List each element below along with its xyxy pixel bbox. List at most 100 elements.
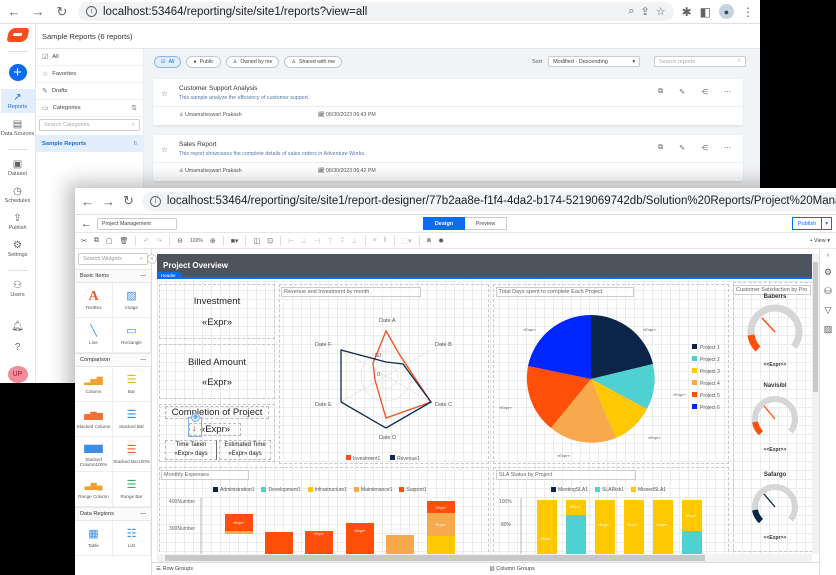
category-categories[interactable]: ▭ Categories ⇅ [36,100,143,117]
design-canvas[interactable]: Project Overview Header Investment «Expr… [157,254,812,554]
section-data-regions[interactable]: Data Regions — [75,507,151,521]
back-arrow-icon[interactable]: ← [81,217,92,230]
widget-table[interactable]: ▦ Table [75,521,113,556]
gauge-panel-title[interactable]: Customer Satisfaction by Pro [733,285,811,295]
reload-icon[interactable]: ↻ [123,193,134,208]
widget-stacked-column[interactable]: ▅▇▆ Stacked Column [75,402,113,437]
share-icon[interactable]: ⋲ [701,89,708,96]
column-groups-tab[interactable]: ▥ Column Groups [489,566,535,572]
section-comparison[interactable]: Comparison — [75,353,151,367]
address-bar[interactable]: i localhost:53464/reporting/site/site1/r… [78,2,674,21]
sort-icon[interactable]: ⇅ [131,105,137,112]
bring-front-icon[interactable]: ⧈ [426,236,432,244]
report-header-title[interactable]: Project Overview [163,261,228,270]
copy-icon[interactable]: ⧉ [93,236,99,244]
open-icon[interactable]: ⧉ [658,144,664,151]
sort-dropdown[interactable]: Modified - Descending ▾ [548,56,641,67]
undo-icon[interactable]: ↶ [143,237,150,245]
estimated-time-cell[interactable]: Estimated Time «Expr» days [219,440,271,460]
align-bottom-icon[interactable]: ⊥ [351,237,358,245]
image-manager-icon[interactable]: ▨ [823,324,833,334]
more-icon[interactable]: ⋯ [724,145,731,152]
user-avatar[interactable]: UP [7,366,28,383]
header-band[interactable]: Project Overview Header [157,254,812,279]
publish-button[interactable]: Publish [791,217,823,230]
section-basic-items[interactable]: Basic Items — [75,269,151,283]
share-icon[interactable]: ⋲ [701,145,708,152]
size-icon[interactable]: ⬚▾ [401,237,412,245]
billed-panel[interactable] [159,344,275,399]
widget-range-column[interactable]: ▃▆▄ Range Column [75,472,113,507]
widget-rectangle[interactable]: ▭ Rectangle [113,318,151,353]
rail-item-publish[interactable]: ⇪ Publish [8,213,27,232]
widget-image[interactable]: ▨ Image [113,283,151,318]
gauge-panel[interactable] [733,282,812,552]
info-icon[interactable]: i [86,6,97,17]
widget-textbox[interactable]: A TextBox [75,283,113,318]
share-icon[interactable]: ⇪ [640,6,650,18]
publish-dropdown-icon[interactable]: ▾ [822,217,832,230]
edit-icon[interactable]: ✎ [679,89,685,96]
report-title[interactable]: Customer Support Analysis [179,85,258,92]
report-card[interactable]: ☆ Sales Report This report showcases the… [153,135,743,181]
widget-line[interactable]: ╲ Line [75,318,113,353]
fill-color-icon[interactable]: ■▾ [230,237,239,245]
distribute-h-icon[interactable]: ≡ [372,237,377,244]
expenses-chart-title[interactable]: Monthly Expenses [161,470,249,480]
open-icon[interactable]: ⧉ [658,88,664,95]
tab-design[interactable]: Design [423,217,465,230]
radar-chart-title[interactable]: Revenue and Investment by month [281,287,421,297]
menu-kebab-icon[interactable]: ⋮ [742,4,754,19]
more-icon[interactable]: ⋯ [724,89,731,96]
favorite-star-icon[interactable]: ☆ [161,89,169,98]
reload-icon[interactable]: ↻ [56,3,68,19]
expenses-chart[interactable] [159,467,489,554]
align-middle-icon[interactable]: ⫩ [340,236,345,244]
widget-stacked-bar[interactable]: ☰ Stacked Bar [113,402,151,437]
rail-item-schedules[interactable]: ◷ Schedules [4,186,31,205]
gauge-3-title[interactable]: Safargo [763,472,787,478]
gauge-1-title[interactable]: Baberrs [763,294,787,300]
filter-icon[interactable]: ▽ [824,305,832,315]
data-icon[interactable]: ⛁ [824,286,832,296]
address-bar[interactable]: i localhost:53464/reporting/site/site1/r… [141,191,836,211]
create-button[interactable]: + [8,64,27,82]
forward-icon[interactable]: → [31,4,45,19]
send-back-icon[interactable]: ✹ [438,237,444,245]
gauge-2-title[interactable]: Navisibl [763,383,787,389]
info-icon[interactable]: i [149,195,161,207]
zoom-out-icon[interactable]: ⊖ [177,237,184,245]
sla-chart[interactable] [493,467,729,554]
billed-label[interactable]: Billed Amount [187,357,247,368]
selection-handle[interactable]: ✥ ↓ [188,413,202,437]
zoom-in-icon[interactable]: ⊕ [209,237,216,245]
widget-range-bar[interactable]: ☰ Range Bar [113,472,151,507]
billed-value[interactable]: «Expr» [201,377,233,388]
align-center-icon[interactable]: ⊥ [301,237,308,245]
category-search-input[interactable]: Search Categories ⌕ [39,119,140,131]
zoom-icon[interactable]: ⌕ [628,5,635,17]
report-search-input[interactable]: Search reports ⌕ [654,56,746,67]
view-menu[interactable]: ▪ View ▾ [810,237,830,244]
completion-value[interactable]: «Expr» [189,423,241,436]
back-icon[interactable]: ← [7,4,21,19]
collapse-panel-button[interactable]: ‹ [147,254,157,264]
canvas-horizontal-scrollbar[interactable] [157,554,812,562]
report-card[interactable]: ☆ Customer Support Analysis This sample … [153,79,743,125]
edit-icon[interactable]: ✎ [679,145,685,152]
merge-icon[interactable]: ◫ [253,237,261,245]
align-top-icon[interactable]: ⊤ [327,237,334,245]
gauge-1-value[interactable]: <<Expr>> [763,362,787,368]
radar-chart[interactable] [279,284,489,464]
bookmark-star-icon[interactable]: ☆ [655,6,666,18]
rail-item-data-sources[interactable]: ▤ Data Sources [0,119,35,138]
cut-icon[interactable]: ✂ [81,237,87,245]
completion-panel[interactable] [159,404,275,462]
investment-label[interactable]: Investment [193,296,241,307]
notifications-button[interactable]: 🔔︎ [1,318,35,336]
category-sample-reports[interactable]: Sample Reports 6 [36,135,143,152]
distribute-v-icon[interactable]: ‖ [383,237,387,244]
move-icon[interactable]: ✥ [191,413,200,422]
filter-shared[interactable]: ♙ Shared with me [284,56,343,68]
widget-column[interactable]: ▂▅▇ Column [75,367,113,402]
